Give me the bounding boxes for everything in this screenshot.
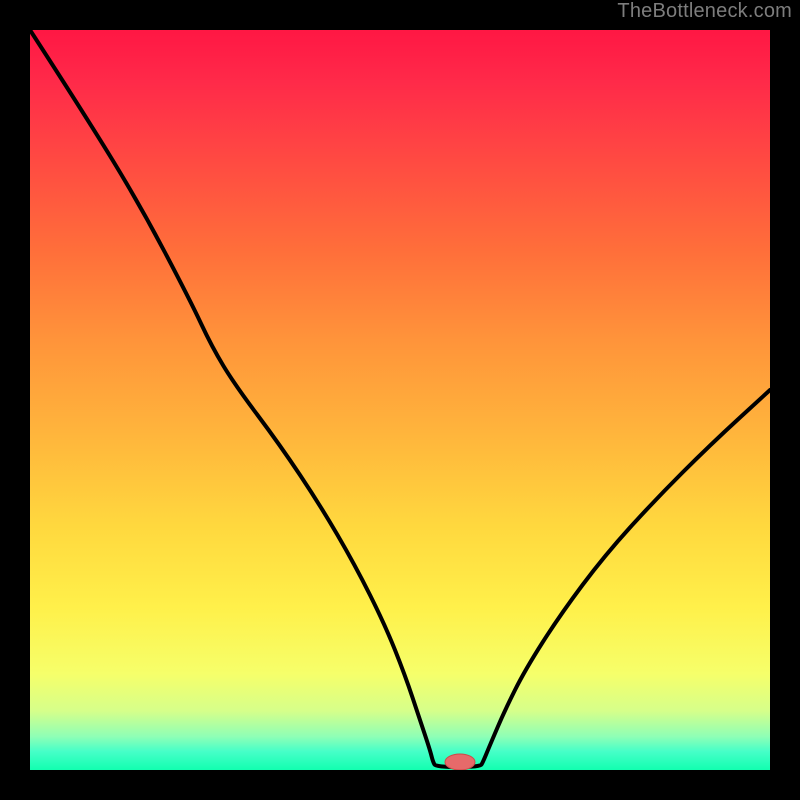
chart-container: TheBottleneck.com (0, 0, 800, 800)
optimum-marker (445, 754, 475, 770)
attribution-label: TheBottleneck.com (617, 0, 792, 23)
bottleneck-chart (0, 0, 800, 800)
